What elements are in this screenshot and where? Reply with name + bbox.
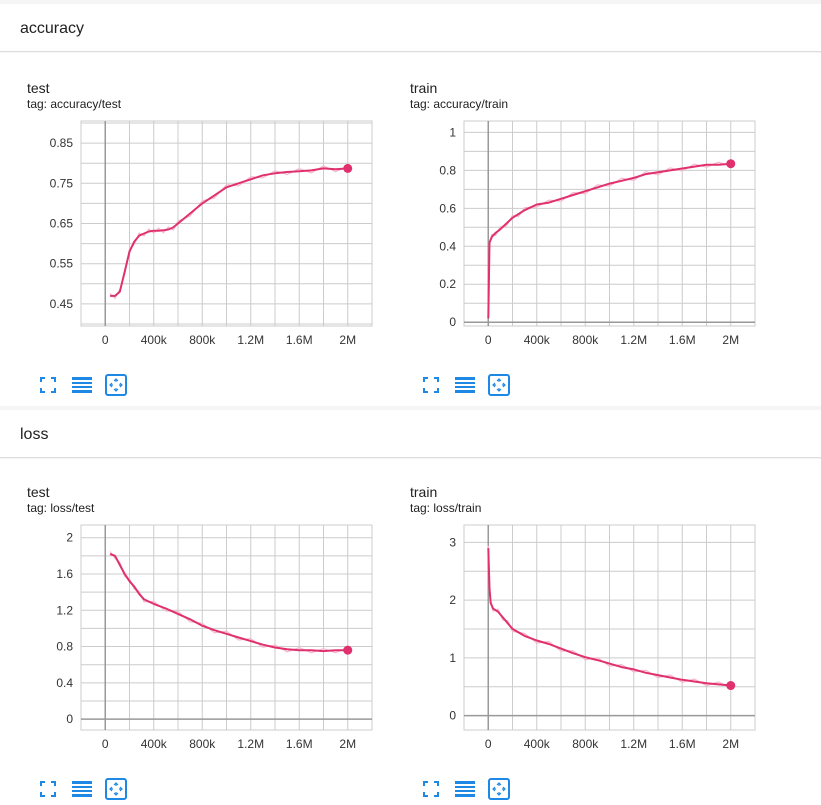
fullscreen-button[interactable] (420, 374, 442, 396)
x-tick-label: 1.2M (237, 333, 264, 347)
y-tick-label: 1.6 (56, 567, 73, 581)
x-tick-label: 800k (572, 333, 599, 347)
x-tick-label: 0 (102, 333, 109, 347)
y-tick-label: 0 (66, 712, 73, 726)
x-tick-label: 400k (141, 333, 168, 347)
fit-to-screen-icon (420, 778, 442, 800)
y-tick-label: 0.75 (50, 176, 74, 190)
series-line (109, 553, 348, 653)
card-title: test (27, 80, 50, 96)
y-tick-label: 1.2 (56, 603, 73, 617)
x-tick-label: 2M (722, 333, 739, 347)
x-tick-label: 800k (189, 333, 216, 347)
y-tick-label: 0.65 (50, 217, 74, 231)
y-tick-label: 2 (449, 593, 456, 607)
x-tick-label: 0 (102, 737, 109, 751)
section-title: loss (20, 426, 49, 443)
toggle-log-scale-icon (71, 374, 93, 396)
toggle-log-scale-icon (454, 374, 476, 396)
x-tick-label: 1.2M (237, 737, 264, 751)
x-tick-label: 0 (485, 737, 492, 751)
series-line (487, 162, 731, 319)
y-tick-label: 2 (66, 531, 73, 545)
fit-domain-button[interactable] (488, 778, 510, 800)
fullscreen-button[interactable] (420, 778, 442, 800)
x-tick-label: 800k (189, 737, 216, 751)
y-tick-label: 0.4 (439, 239, 456, 253)
toggle-log-scale-icon (71, 778, 93, 800)
section-body-loss: test tag: loss/test 0 400k 800k 1.2M 1.6M 2M 0… (0, 459, 821, 805)
card-title: train (410, 484, 438, 500)
series-line (487, 548, 731, 687)
section-header-loss[interactable]: loss (0, 410, 821, 458)
x-tick-label: 2M (339, 737, 356, 751)
toggle-log-scale-icon (454, 778, 476, 800)
section-title: accuracy (20, 20, 85, 37)
y-tick-label: 0.2 (439, 277, 456, 291)
x-tick-label: 1.6M (286, 737, 313, 751)
x-tick-label: 1.2M (620, 737, 647, 751)
fit-domain-icon (105, 374, 127, 396)
y-tick-label: 0.8 (439, 163, 456, 177)
x-tick-label: 800k (572, 737, 599, 751)
x-tick-label: 2M (339, 333, 356, 347)
last-point-marker (343, 645, 353, 655)
raw-series-line (109, 551, 348, 654)
last-point-marker (726, 681, 736, 691)
y-tick-label: 1 (449, 125, 456, 139)
section-header-accuracy[interactable]: accuracy (0, 4, 821, 52)
card-tag: tag: accuracy/test (27, 97, 122, 111)
fit-domain-icon (488, 374, 510, 396)
y-tick-label: 0.8 (56, 640, 73, 654)
x-tick-label: 0 (485, 333, 492, 347)
x-tick-label: 400k (524, 333, 551, 347)
fit-to-screen-icon (37, 778, 59, 800)
card-title: train (410, 80, 438, 96)
y-tick-label: 0.6 (439, 201, 456, 215)
fit-domain-icon (105, 778, 127, 800)
log-scale-button[interactable] (454, 778, 476, 800)
x-tick-label: 2M (722, 737, 739, 751)
last-point-marker (726, 159, 736, 169)
card-tag: tag: loss/train (410, 501, 482, 515)
y-tick-label: 0.55 (50, 257, 74, 271)
fullscreen-button[interactable] (37, 374, 59, 396)
line-chart[interactable]: 0 400k 800k 1.2M 1.6M 2M 0 0.4 0.8 1.2 1.6 2 (27, 520, 402, 760)
fit-domain-button[interactable] (488, 374, 510, 396)
x-tick-label: 1.2M (620, 333, 647, 347)
card-tag: tag: accuracy/train (410, 97, 509, 111)
fit-domain-button[interactable] (105, 778, 127, 800)
y-tick-label: 0.45 (50, 297, 74, 311)
y-tick-label: 0.85 (50, 136, 74, 150)
section-body-accuracy: test tag: accuracy/test 0 400k 800k 1.2M 1.6… (0, 53, 821, 406)
x-tick-label: 1.6M (669, 333, 696, 347)
fit-to-screen-icon (420, 374, 442, 396)
fullscreen-button[interactable] (37, 778, 59, 800)
last-point-marker (343, 163, 353, 173)
y-tick-label: 1 (449, 651, 456, 665)
log-scale-button[interactable] (71, 778, 93, 800)
log-scale-button[interactable] (71, 374, 93, 396)
line-chart[interactable]: 0 400k 800k 1.2M 1.6M 2M 0 0.2 0.4 0.6 0.8 1 (410, 116, 785, 356)
y-tick-label: 0 (449, 315, 456, 329)
fit-domain-icon (488, 778, 510, 800)
fit-to-screen-icon (37, 374, 59, 396)
line-chart[interactable]: 0 400k 800k 1.2M 1.6M 2M 0 1 2 3 (410, 520, 785, 760)
card-tag: tag: loss/test (27, 501, 95, 515)
card-title: test (27, 484, 50, 500)
x-tick-label: 1.6M (286, 333, 313, 347)
log-scale-button[interactable] (454, 374, 476, 396)
series-line (110, 167, 348, 297)
y-tick-label: 0.4 (56, 676, 73, 690)
y-tick-label: 3 (449, 535, 456, 549)
x-tick-label: 400k (141, 737, 168, 751)
fit-domain-button[interactable] (105, 374, 127, 396)
x-tick-label: 400k (524, 737, 551, 751)
x-tick-label: 1.6M (669, 737, 696, 751)
line-chart[interactable]: 0 400k 800k 1.2M 1.6M 2M 0.45 0.55 0.65 0.75 0.85 (27, 116, 402, 356)
y-tick-label: 0 (449, 709, 456, 723)
